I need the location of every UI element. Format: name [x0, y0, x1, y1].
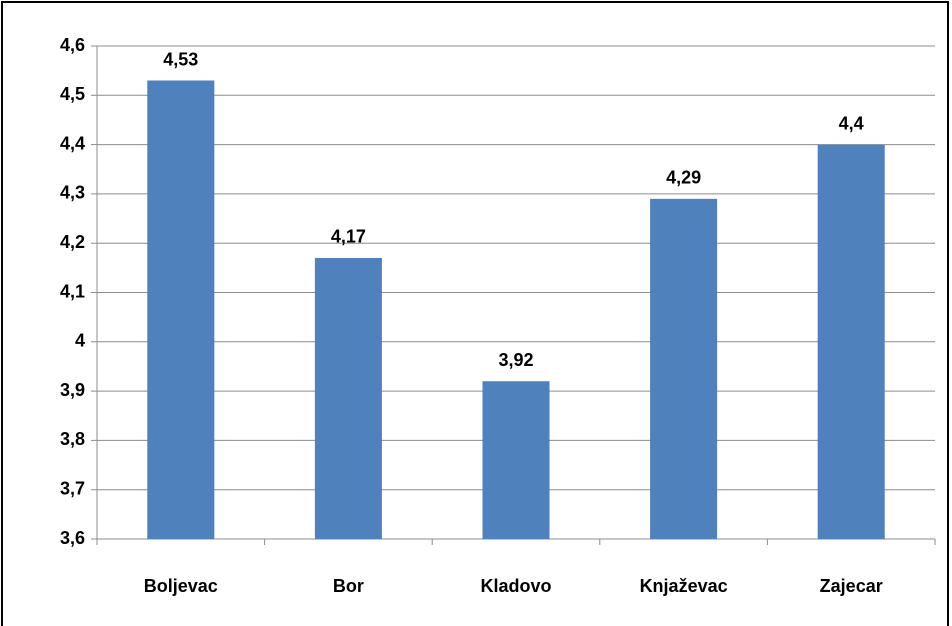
- y-tick-label: 4: [75, 331, 85, 351]
- y-tick-label: 4,2: [60, 232, 85, 252]
- y-tick-label: 4,5: [60, 84, 85, 104]
- bar: [650, 198, 718, 539]
- data-label: 4,53: [163, 49, 198, 69]
- bar: [817, 144, 885, 539]
- data-label: 4,29: [666, 168, 701, 188]
- x-tick-label: Zajecar: [820, 576, 883, 596]
- y-tick-label: 3,7: [60, 478, 85, 498]
- data-label: 3,92: [498, 350, 533, 370]
- bar: [314, 257, 382, 539]
- x-tick-label: Kladovo: [480, 576, 551, 596]
- y-tick-label: 4,6: [60, 35, 85, 55]
- y-tick-label: 3,6: [60, 528, 85, 548]
- y-tick-label: 4,1: [60, 281, 85, 301]
- x-tick-label: Bor: [333, 576, 364, 596]
- bar: [482, 381, 550, 539]
- x-tick-label: Knjaževac: [640, 576, 728, 596]
- bar: [147, 80, 215, 539]
- x-tick-label: Boljevac: [144, 576, 218, 596]
- data-label: 4,4: [839, 113, 864, 133]
- y-tick-label: 4,4: [60, 133, 85, 153]
- data-label: 4,17: [331, 227, 366, 247]
- y-tick-label: 3,9: [60, 380, 85, 400]
- y-tick-label: 3,8: [60, 429, 85, 449]
- y-tick-label: 4,3: [60, 183, 85, 203]
